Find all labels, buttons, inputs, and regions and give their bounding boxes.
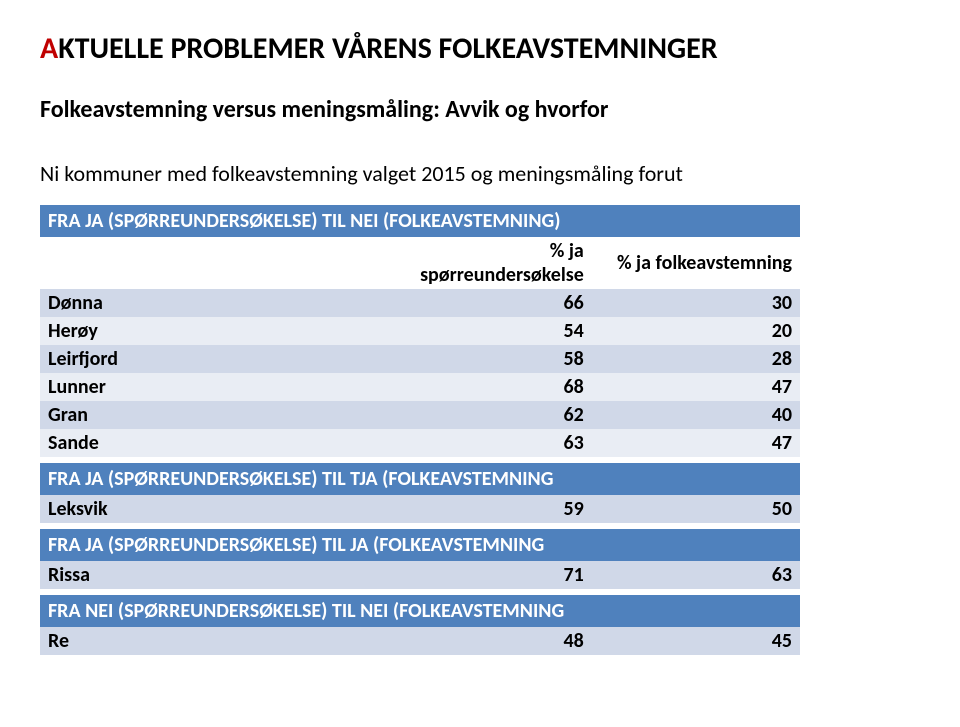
section-header-cell: FRA NEI (SPØRREUNDERSØKELSE) TIL NEI (FO… (40, 595, 800, 627)
section-header-cell: FRA JA (SPØRREUNDERSØKELSE) TIL JA (FOLK… (40, 529, 800, 561)
title-first-letter: A (40, 30, 58, 67)
column-labels-row: % ja spørreundersøkelse% ja folkeavstemn… (40, 237, 800, 289)
section-header-row: FRA JA (SPØRREUNDERSØKELSE) TIL TJA (FOL… (40, 463, 800, 495)
table-row: Gran6240 (40, 401, 800, 429)
row-value-1: 58 (380, 345, 592, 373)
intro-text: Ni kommuner med folkeavstemning valget 2… (40, 160, 920, 187)
col2-label: % ja folkeavstemning (592, 237, 800, 289)
page-title: AKTUELLE PROBLEMER VÅRENS FOLKEAVSTEMNIN… (40, 30, 920, 67)
row-value-2: 63 (592, 561, 800, 589)
section-header-cell: FRA JA (SPØRREUNDERSØKELSE) TIL NEI (FOL… (40, 205, 800, 237)
row-value-2: 30 (592, 289, 800, 317)
row-value-1: 48 (380, 627, 592, 655)
row-label: Rissa (40, 561, 380, 589)
page-subtitle: Folkeavstemning versus meningsmåling: Av… (40, 95, 920, 124)
row-value-1: 54 (380, 317, 592, 345)
table-row: Lunner6847 (40, 373, 800, 401)
section-header-cell: FRA JA (SPØRREUNDERSØKELSE) TIL TJA (FOL… (40, 463, 800, 495)
table-row: Herøy5420 (40, 317, 800, 345)
row-value-2: 40 (592, 401, 800, 429)
row-value-2: 50 (592, 495, 800, 523)
row-label: Gran (40, 401, 380, 429)
table-row: Rissa7163 (40, 561, 800, 589)
section-header-row: FRA JA (SPØRREUNDERSØKELSE) TIL JA (FOLK… (40, 529, 800, 561)
table-row: Dønna6630 (40, 289, 800, 317)
table-row: Sande6347 (40, 429, 800, 457)
row-value-2: 28 (592, 345, 800, 373)
row-value-1: 59 (380, 495, 592, 523)
row-value-1: 68 (380, 373, 592, 401)
row-label: Lunner (40, 373, 380, 401)
title-rest: KTUELLE PROBLEMER VÅRENS FOLKEAVSTEMNING… (58, 30, 717, 67)
empty-cell (40, 237, 380, 289)
table-row: Re4845 (40, 627, 800, 655)
row-value-1: 63 (380, 429, 592, 457)
row-label: Sande (40, 429, 380, 457)
row-value-1: 62 (380, 401, 592, 429)
section-header-row: FRA JA (SPØRREUNDERSØKELSE) TIL NEI (FOL… (40, 205, 800, 237)
row-label: Leirfjord (40, 345, 380, 373)
row-label: Re (40, 627, 380, 655)
col1-label: % ja spørreundersøkelse (380, 237, 592, 289)
row-label: Leksvik (40, 495, 380, 523)
data-table: FRA JA (SPØRREUNDERSØKELSE) TIL NEI (FOL… (40, 205, 800, 655)
row-label: Herøy (40, 317, 380, 345)
table-row: Leirfjord5828 (40, 345, 800, 373)
row-value-2: 47 (592, 429, 800, 457)
row-value-2: 47 (592, 373, 800, 401)
row-value-2: 45 (592, 627, 800, 655)
row-value-1: 66 (380, 289, 592, 317)
row-label: Dønna (40, 289, 380, 317)
table-row: Leksvik5950 (40, 495, 800, 523)
row-value-2: 20 (592, 317, 800, 345)
row-value-1: 71 (380, 561, 592, 589)
section-header-row: FRA NEI (SPØRREUNDERSØKELSE) TIL NEI (FO… (40, 595, 800, 627)
